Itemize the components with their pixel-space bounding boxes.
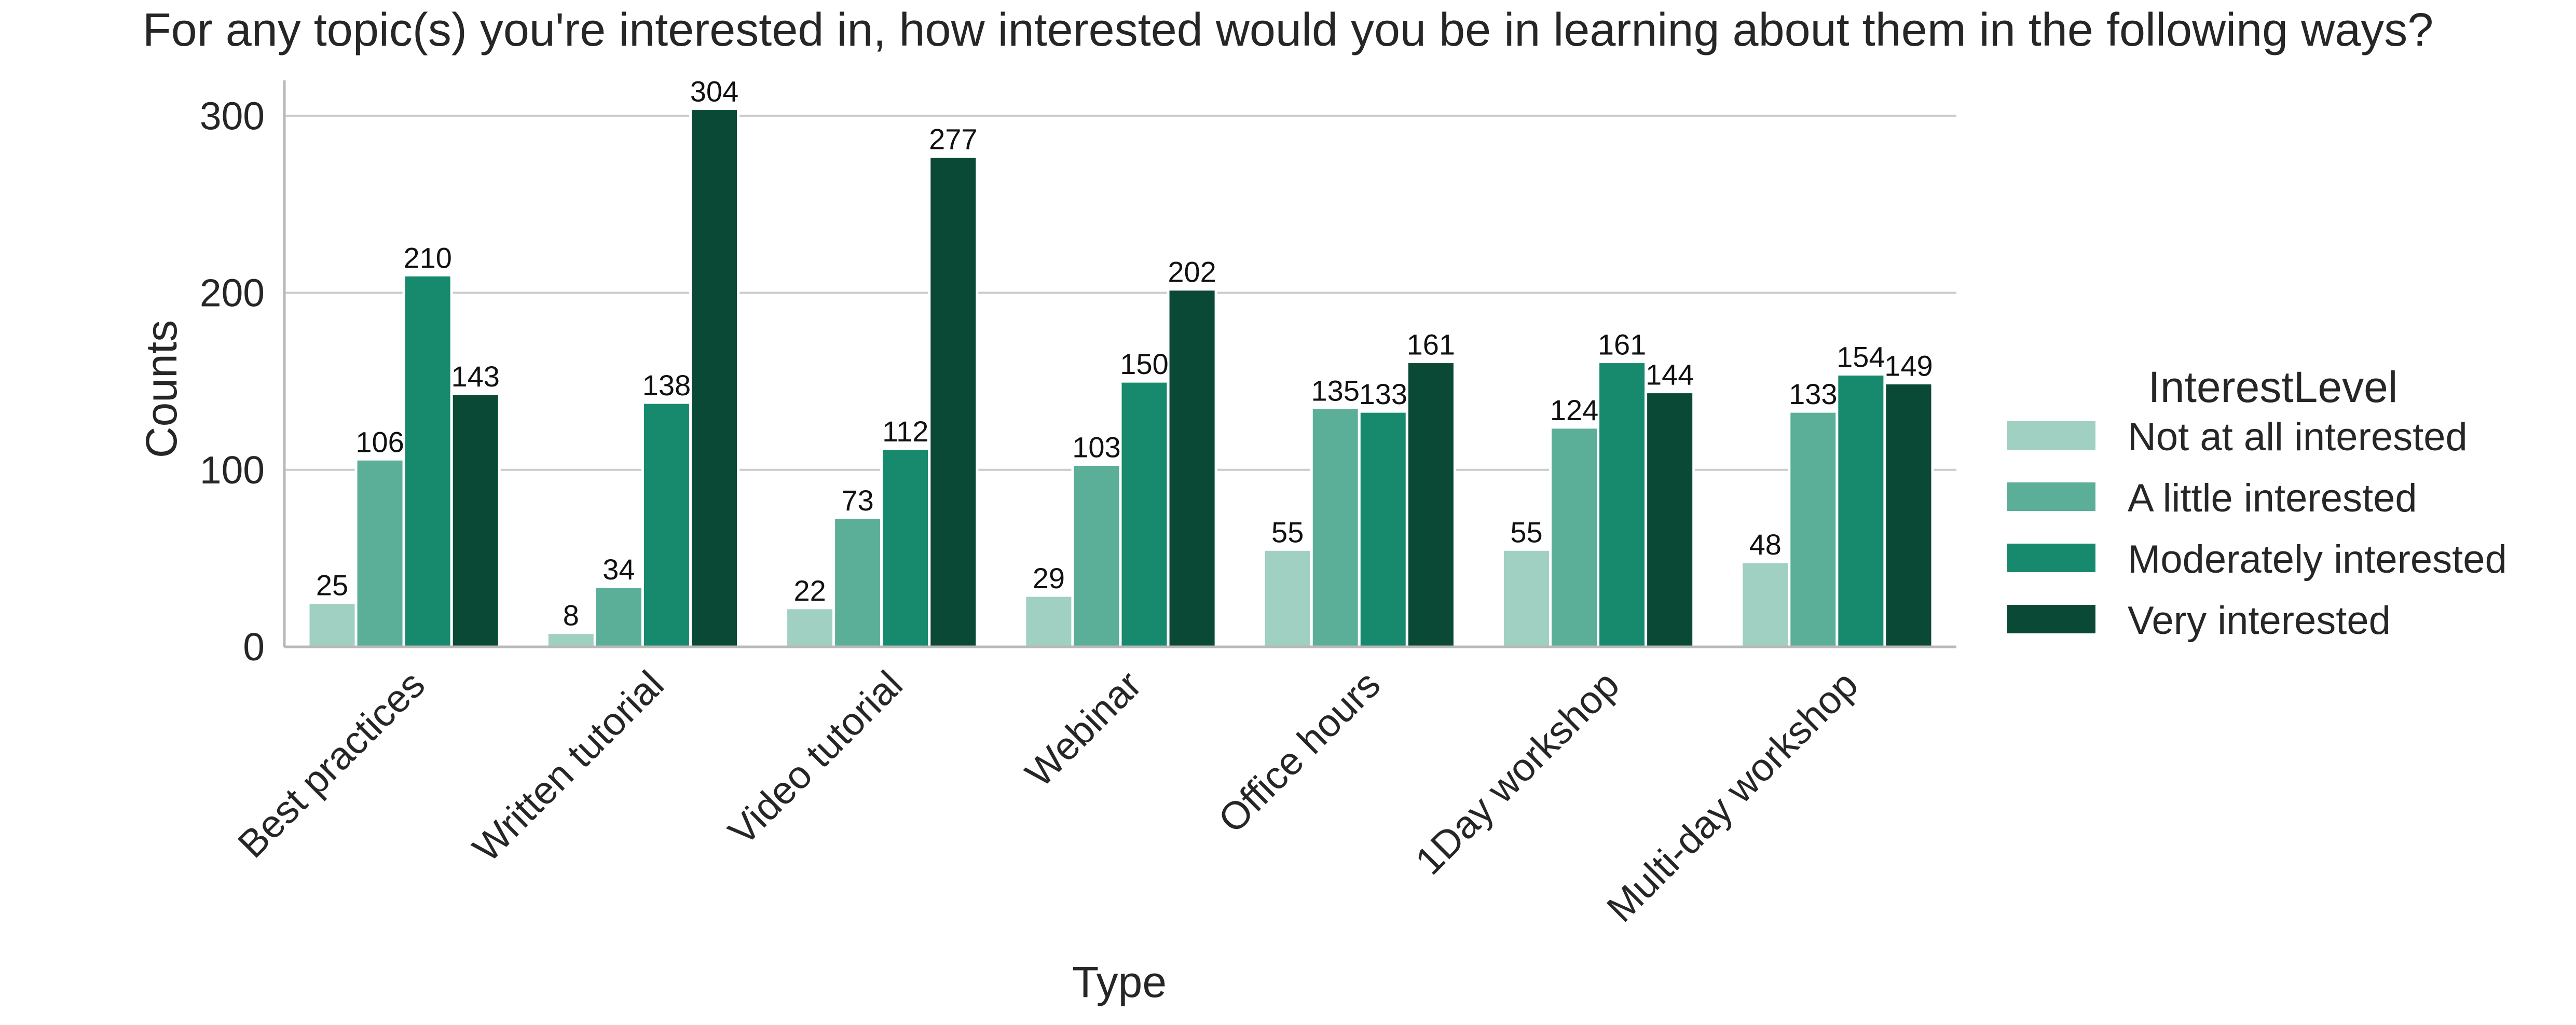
y-axis-label: Counts — [137, 320, 186, 458]
legend-title: InterestLevel — [2148, 363, 2398, 411]
bar — [1501, 548, 1552, 648]
bar — [1023, 594, 1074, 648]
legend-swatch — [2007, 482, 2095, 511]
bar — [307, 601, 358, 648]
bar-value-label: 112 — [882, 415, 928, 448]
bar-value-label: 55 — [1271, 516, 1304, 548]
bar — [1597, 361, 1648, 648]
bar — [1262, 548, 1313, 648]
bar-value-label: 103 — [1072, 431, 1120, 464]
y-tick-label: 200 — [200, 271, 265, 315]
bar — [1119, 380, 1170, 648]
bar — [1358, 410, 1408, 648]
bar-value-label: 277 — [929, 123, 977, 156]
bar — [1310, 406, 1361, 648]
legend-swatch — [2007, 544, 2095, 572]
bar — [1883, 382, 1934, 648]
bar — [402, 273, 453, 648]
bar-value-label: 154 — [1837, 340, 1885, 373]
x-tick-label: Multi-day workshop — [1598, 662, 1866, 930]
chart-title: For any topic(s) you're interested in, h… — [143, 4, 2434, 56]
bar — [689, 107, 740, 648]
x-tick-label: 1Day workshop — [1407, 662, 1627, 883]
x-tick-label: Office hours — [1210, 662, 1388, 841]
legend: InterestLevel Not at all interested A lit… — [2007, 363, 2507, 643]
bar-value-label: 149 — [1884, 350, 1933, 382]
bar — [593, 585, 644, 648]
bar-series — [307, 107, 1934, 648]
bar — [785, 606, 835, 648]
bar — [1740, 560, 1791, 648]
y-tick-label: 100 — [200, 448, 265, 492]
bar — [1788, 410, 1839, 648]
bar — [545, 631, 596, 648]
bar-value-label: 150 — [1120, 348, 1168, 380]
bar-value-label: 161 — [1598, 328, 1646, 361]
bar-value-label: 133 — [1359, 378, 1407, 410]
bar-value-label: 138 — [642, 369, 691, 401]
bar-value-label: 106 — [355, 425, 404, 458]
bar-value-label: 135 — [1311, 374, 1360, 407]
x-tick-label: Webinar — [1017, 662, 1149, 795]
legend-label: Very interested — [2128, 599, 2391, 643]
bar-value-label: 133 — [1789, 378, 1837, 410]
bar-value-label: 304 — [690, 75, 738, 108]
bar — [1549, 426, 1600, 648]
bar-value-label: 8 — [563, 599, 579, 632]
legend-swatch — [2007, 421, 2095, 450]
bar-value-label: 73 — [842, 484, 874, 517]
bar — [354, 458, 405, 648]
legend-swatch — [2007, 605, 2095, 633]
bar-value-label: 55 — [1510, 516, 1542, 548]
bar-value-label: 202 — [1168, 256, 1216, 288]
x-tick-label: Best practices — [229, 662, 433, 866]
bar-value-label: 161 — [1407, 328, 1455, 361]
bar-value-label: 143 — [451, 360, 500, 393]
legend-label: A little interested — [2128, 476, 2417, 520]
bar — [1071, 463, 1122, 648]
x-tick-label: Video tutorial — [720, 662, 911, 853]
bar-value-label: 210 — [403, 241, 451, 274]
bar — [928, 155, 979, 648]
legend-label: Not at all interested — [2128, 415, 2468, 459]
bar-value-label: 25 — [316, 569, 348, 602]
y-tick-label: 300 — [200, 94, 265, 137]
bar-value-label: 144 — [1646, 358, 1694, 391]
bar — [1645, 391, 1695, 648]
x-tick-label: Written tutorial — [464, 662, 672, 870]
bar-value-label: 22 — [793, 574, 826, 607]
bar — [880, 447, 931, 648]
bar — [1405, 361, 1456, 648]
bar — [832, 516, 883, 648]
bar — [1167, 288, 1217, 648]
bar-value-label: 34 — [602, 553, 635, 586]
bar — [641, 401, 692, 648]
bar-value-label: 48 — [1749, 528, 1782, 561]
bar — [450, 392, 501, 648]
legend-label: Moderately interested — [2128, 537, 2507, 581]
bar-value-labels: 25 106 210 143 8 34 138 304 22 73 112 277 29 103 150 20… — [316, 75, 1933, 632]
bar-value-label: 29 — [1033, 562, 1065, 594]
bar-value-label: 124 — [1550, 394, 1598, 426]
bar — [1835, 372, 1886, 648]
y-tick-label: 0 — [243, 625, 265, 669]
x-axis-label: Type — [1072, 958, 1167, 1006]
